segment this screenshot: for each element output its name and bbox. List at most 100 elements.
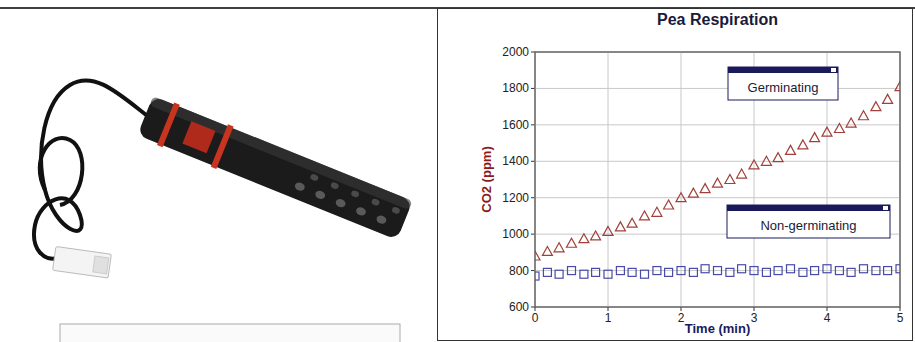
- probe-hole: [375, 214, 387, 225]
- probe-hole: [294, 181, 306, 192]
- data-point: [653, 267, 661, 275]
- data-point: [579, 234, 589, 243]
- page: Pea Respiration6008001000120014001600180…: [0, 0, 915, 342]
- tick-label: 1: [605, 311, 612, 325]
- probe-hole: [310, 173, 320, 182]
- data-point: [884, 267, 892, 275]
- chart-title: Pea Respiration: [657, 11, 778, 28]
- data-point: [615, 222, 625, 231]
- data-point: [762, 268, 770, 276]
- plot-area: [535, 52, 900, 307]
- probe-ring: [157, 102, 180, 147]
- data-point: [591, 231, 601, 240]
- data-point: [592, 268, 600, 276]
- data-point: [750, 267, 758, 275]
- probe-hole: [314, 189, 326, 200]
- data-point: [701, 265, 709, 273]
- sensor-photo: [34, 80, 413, 278]
- probe-hole: [350, 190, 360, 199]
- tick-label: 600: [509, 300, 529, 314]
- connector: [53, 246, 112, 278]
- data-point: [568, 267, 576, 275]
- data-point: [543, 268, 551, 276]
- data-point: [604, 270, 612, 278]
- tick-label: 5: [897, 311, 904, 325]
- cable-loop: [40, 138, 83, 205]
- tick-label: 1200: [502, 191, 529, 205]
- probe-hole: [391, 206, 401, 215]
- data-point: [895, 82, 900, 91]
- data-point: [822, 127, 832, 136]
- data-point: [810, 133, 820, 142]
- data-point: [773, 153, 783, 162]
- tick-mark: [531, 52, 535, 53]
- data-point: [725, 175, 735, 184]
- data-point: [774, 267, 782, 275]
- caption-box: [60, 324, 400, 342]
- data-point: [603, 226, 613, 235]
- data-point: [688, 188, 698, 197]
- grid-line: [681, 52, 682, 307]
- plot-border: [535, 52, 900, 307]
- data-point: [749, 160, 759, 169]
- probe-hole: [334, 198, 346, 209]
- grid-line: [535, 88, 900, 89]
- data-marks: [535, 82, 900, 280]
- probe: [137, 94, 414, 242]
- data-point: [700, 184, 710, 193]
- tick-label: 1400: [502, 154, 529, 168]
- data-point: [713, 178, 723, 187]
- tick-mark: [531, 88, 535, 89]
- data-point: [787, 265, 795, 273]
- legend-box: [727, 205, 890, 238]
- legend-label: Non-germinating: [760, 218, 856, 233]
- legend-button: [831, 68, 836, 72]
- data-point: [627, 218, 637, 227]
- data-point: [714, 267, 722, 275]
- legend-label: Germinating: [748, 80, 819, 95]
- grid-line: [608, 52, 609, 307]
- data-point: [628, 268, 636, 276]
- legend-box: [728, 67, 838, 100]
- tick-mark: [531, 234, 535, 235]
- data-point: [860, 265, 868, 273]
- data-point: [640, 211, 650, 220]
- grid-line: [535, 161, 900, 162]
- data-point: [665, 268, 673, 276]
- tick-label: 1600: [502, 118, 529, 132]
- data-point: [799, 268, 807, 276]
- y-axis-label: CO2 (ppm): [479, 146, 494, 212]
- tick-label: 4: [824, 311, 831, 325]
- probe-label: [182, 121, 215, 153]
- legend-bar: [728, 67, 838, 73]
- connector-tip: [93, 256, 109, 274]
- data-point: [786, 145, 796, 154]
- data-point: [834, 124, 844, 133]
- data-point: [567, 238, 577, 247]
- data-point: [664, 200, 674, 209]
- probe-hole: [355, 206, 367, 217]
- grid-line: [535, 124, 900, 125]
- tick-label: 0: [532, 311, 539, 325]
- data-point: [872, 267, 880, 275]
- data-point: [689, 268, 697, 276]
- data-point: [811, 267, 819, 275]
- legend-entry: Non-germinating: [727, 205, 890, 238]
- series: [535, 82, 900, 260]
- data-point: [652, 207, 662, 216]
- tick-mark: [531, 270, 535, 271]
- data-point: [737, 169, 747, 178]
- chart-frame: [438, 9, 913, 341]
- data-point: [641, 270, 649, 278]
- data-point: [616, 267, 624, 275]
- data-point: [859, 111, 869, 120]
- legend-entry: Germinating: [728, 67, 838, 100]
- connector-body: [53, 246, 112, 278]
- data-point: [677, 267, 685, 275]
- tick-mark: [531, 197, 535, 198]
- probe-highlight: [149, 96, 412, 210]
- data-point: [896, 265, 900, 273]
- legend-bar: [727, 205, 890, 211]
- data-point: [726, 268, 734, 276]
- data-point: [846, 118, 856, 127]
